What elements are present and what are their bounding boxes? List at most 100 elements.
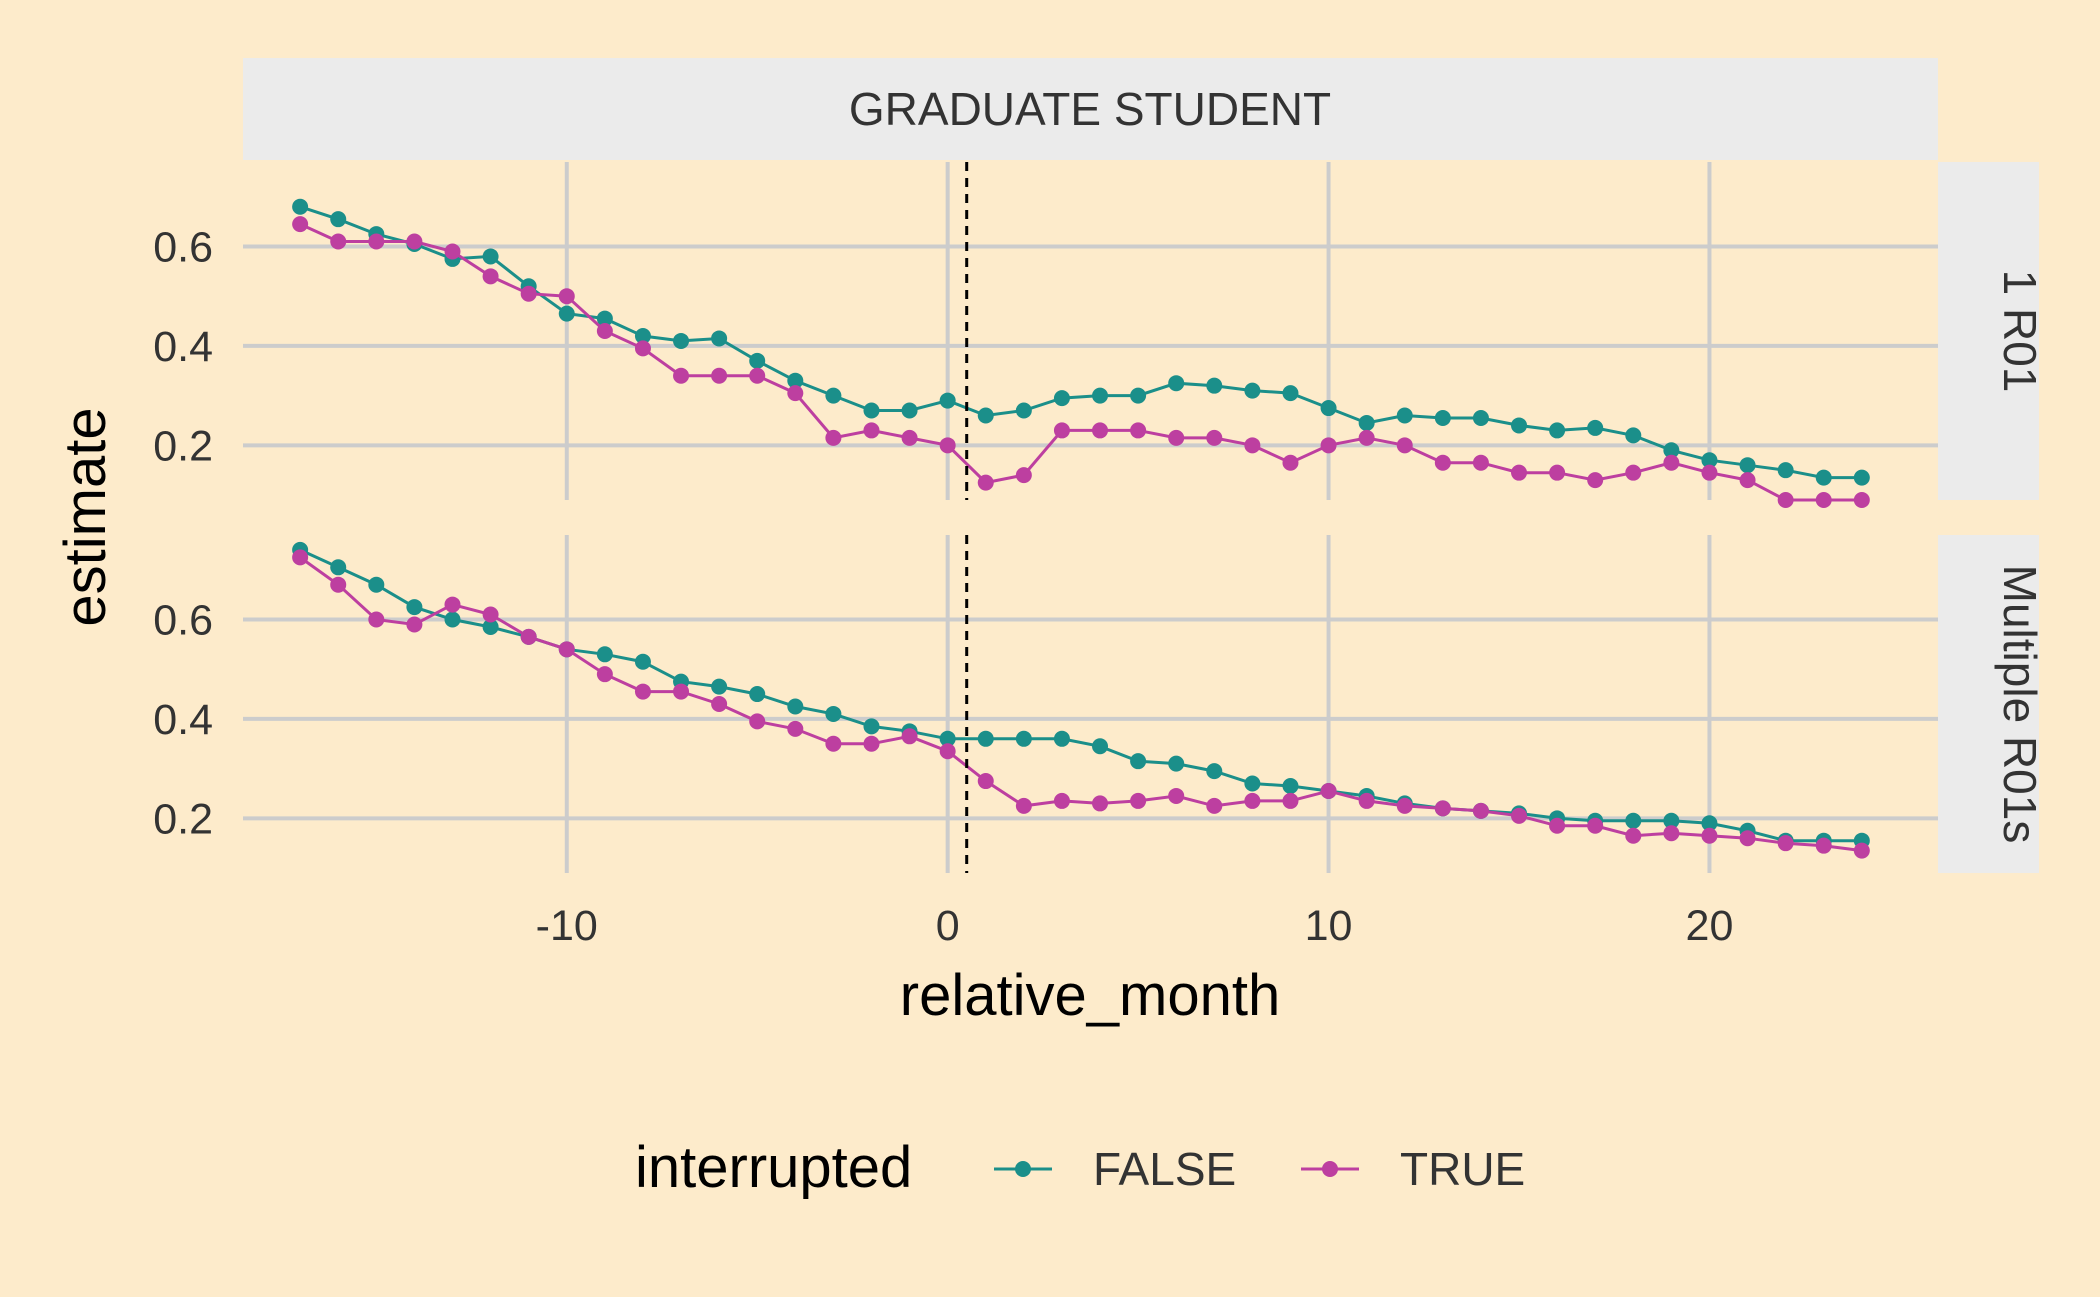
legend-key-true	[1301, 1161, 1359, 1177]
data-point-false	[1358, 414, 1375, 431]
panel-2-y-ticks: 0.2 0.4 0.6	[153, 597, 213, 844]
data-point-false	[596, 646, 613, 663]
x-tick-label: 20	[1686, 902, 1734, 950]
data-point-true	[330, 233, 347, 250]
panel-1: 0.2 0.4 0.6	[153, 162, 1938, 508]
data-point-false	[673, 332, 690, 349]
series-line-true	[299, 556, 1862, 853]
data-point-false	[939, 392, 956, 409]
data-point-true	[292, 216, 309, 233]
data-point-false	[1206, 763, 1223, 780]
y-tick-label: 0.2	[153, 422, 213, 470]
data-point-true	[1244, 792, 1261, 809]
data-point-true	[1358, 792, 1375, 809]
data-point-false	[1701, 452, 1718, 469]
series-line-true	[299, 222, 1862, 502]
data-point-false	[1549, 422, 1566, 439]
data-point-false	[596, 310, 613, 327]
data-point-true	[1434, 800, 1451, 817]
data-point-true	[673, 683, 690, 700]
data-point-true	[406, 616, 423, 633]
y-tick-label: 0.6	[153, 597, 213, 645]
data-point-false	[1663, 812, 1680, 829]
data-point-true	[1244, 437, 1261, 454]
data-point-true	[482, 268, 499, 285]
data-point-true	[444, 243, 461, 260]
data-point-false	[787, 698, 804, 715]
panel-2-series	[292, 541, 1870, 859]
data-point-true	[825, 735, 842, 752]
data-point-true	[1358, 429, 1375, 446]
data-point-false	[1663, 442, 1680, 459]
row-strip-label-1: 1 R01	[1994, 270, 2046, 393]
data-point-false	[1130, 387, 1147, 404]
data-point-false	[1168, 375, 1185, 392]
data-point-true	[444, 596, 461, 613]
data-point-false	[1434, 409, 1451, 426]
legend-title: interrupted	[635, 1135, 912, 1200]
legend-label-false: FALSE	[1093, 1143, 1236, 1195]
data-point-false	[1282, 385, 1299, 402]
data-point-true	[330, 576, 347, 593]
data-point-false	[711, 330, 728, 347]
data-point-true	[1625, 464, 1642, 481]
data-point-false	[1244, 775, 1261, 792]
data-point-true	[711, 367, 728, 384]
data-point-true	[1701, 827, 1718, 844]
data-point-true	[825, 429, 842, 446]
data-point-false	[1625, 812, 1642, 829]
panel-1-grid	[243, 162, 1938, 500]
data-point-false	[1511, 417, 1528, 434]
data-point-true	[1396, 437, 1413, 454]
data-point-false	[482, 248, 499, 265]
data-point-true	[1320, 437, 1337, 454]
column-strip	[243, 58, 1938, 160]
data-point-false	[368, 576, 385, 593]
data-point-false	[1396, 407, 1413, 424]
panel-1-series	[292, 198, 1870, 508]
data-point-false	[1739, 457, 1756, 474]
data-point-false	[330, 211, 347, 228]
data-point-true	[1282, 454, 1299, 471]
data-point-false	[1206, 377, 1223, 394]
data-point-true	[520, 628, 537, 645]
data-point-false	[825, 705, 842, 722]
data-point-true	[1777, 492, 1794, 508]
data-point-true	[1663, 454, 1680, 471]
row-strip-label-2: Multiple R01s	[1994, 565, 2046, 844]
x-tick-labels: -10 0 10 20	[536, 902, 1734, 950]
row-strip-1	[1938, 162, 2039, 500]
data-point-false	[749, 686, 766, 703]
data-point-false	[901, 402, 918, 419]
data-point-false	[1092, 387, 1109, 404]
data-point-true	[1511, 464, 1528, 481]
data-point-true	[1015, 467, 1032, 484]
data-point-false	[749, 352, 766, 369]
data-point-true	[1320, 782, 1337, 799]
data-point-true	[1549, 464, 1566, 481]
data-point-true	[1739, 472, 1756, 489]
data-point-true	[634, 340, 651, 357]
legend-label-true: TRUE	[1400, 1143, 1525, 1195]
data-point-true	[292, 549, 309, 566]
data-point-true	[368, 611, 385, 628]
data-point-false	[1244, 382, 1261, 399]
data-point-true	[673, 367, 690, 384]
data-point-false	[1015, 730, 1032, 747]
data-point-false	[1777, 462, 1794, 479]
data-point-false	[292, 198, 309, 215]
data-point-false	[444, 611, 461, 628]
data-point-true	[1701, 464, 1718, 481]
row-strip-2	[1938, 535, 2039, 873]
y-tick-label: 0.6	[153, 224, 213, 272]
column-strip-label: GRADUATE STUDENT	[849, 83, 1331, 135]
data-point-true	[901, 728, 918, 745]
data-point-true	[901, 429, 918, 446]
data-point-true	[1396, 797, 1413, 814]
data-point-false	[1815, 469, 1832, 486]
data-point-true	[1853, 842, 1870, 859]
x-axis-title: relative_month	[900, 963, 1280, 1028]
data-point-false	[1053, 730, 1070, 747]
data-point-true	[596, 666, 613, 683]
